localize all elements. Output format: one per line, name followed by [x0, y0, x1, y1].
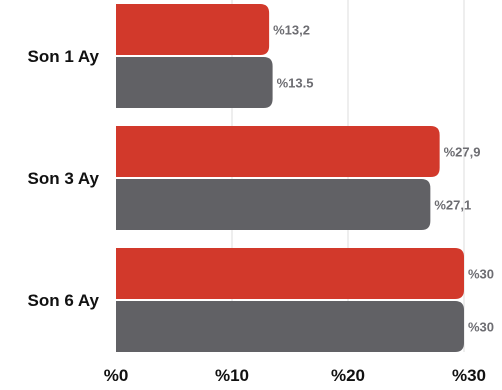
- bar-1-series-0: [116, 126, 440, 177]
- bar-0-series-0: [116, 4, 270, 55]
- bar-2-series-1: [116, 301, 464, 352]
- value-label-2-series-0: %30: [468, 267, 494, 282]
- x-tick-label-0: %0: [104, 366, 129, 385]
- category-label-2: Son 6 Ay: [28, 291, 100, 310]
- category-labels: Son 1 Ay Son 3 Ay Son 6 Ay: [28, 47, 100, 310]
- value-labels: %13,2 %13.5 %27,9 %27,1 %30 %30: [273, 23, 494, 335]
- value-label-2-series-1: %30: [468, 320, 494, 335]
- x-tick-label-1: %10: [215, 366, 249, 385]
- bar-0-series-1: [116, 57, 273, 108]
- x-tick-label-2: %20: [331, 366, 365, 385]
- x-axis-tick-labels: %0 %10 %20 %30: [104, 366, 486, 385]
- category-label-0: Son 1 Ay: [28, 47, 100, 66]
- category-label-1: Son 3 Ay: [28, 169, 100, 188]
- value-label-1-series-1: %27,1: [434, 198, 471, 213]
- bars: [116, 4, 464, 352]
- value-label-0-series-0: %13,2: [273, 23, 310, 38]
- value-label-0-series-1: %13.5: [277, 76, 314, 91]
- value-label-1-series-0: %27,9: [444, 145, 481, 160]
- x-tick-label-3: %30: [452, 366, 486, 385]
- bar-2-series-0: [116, 248, 464, 299]
- bar-1-series-1: [116, 179, 431, 230]
